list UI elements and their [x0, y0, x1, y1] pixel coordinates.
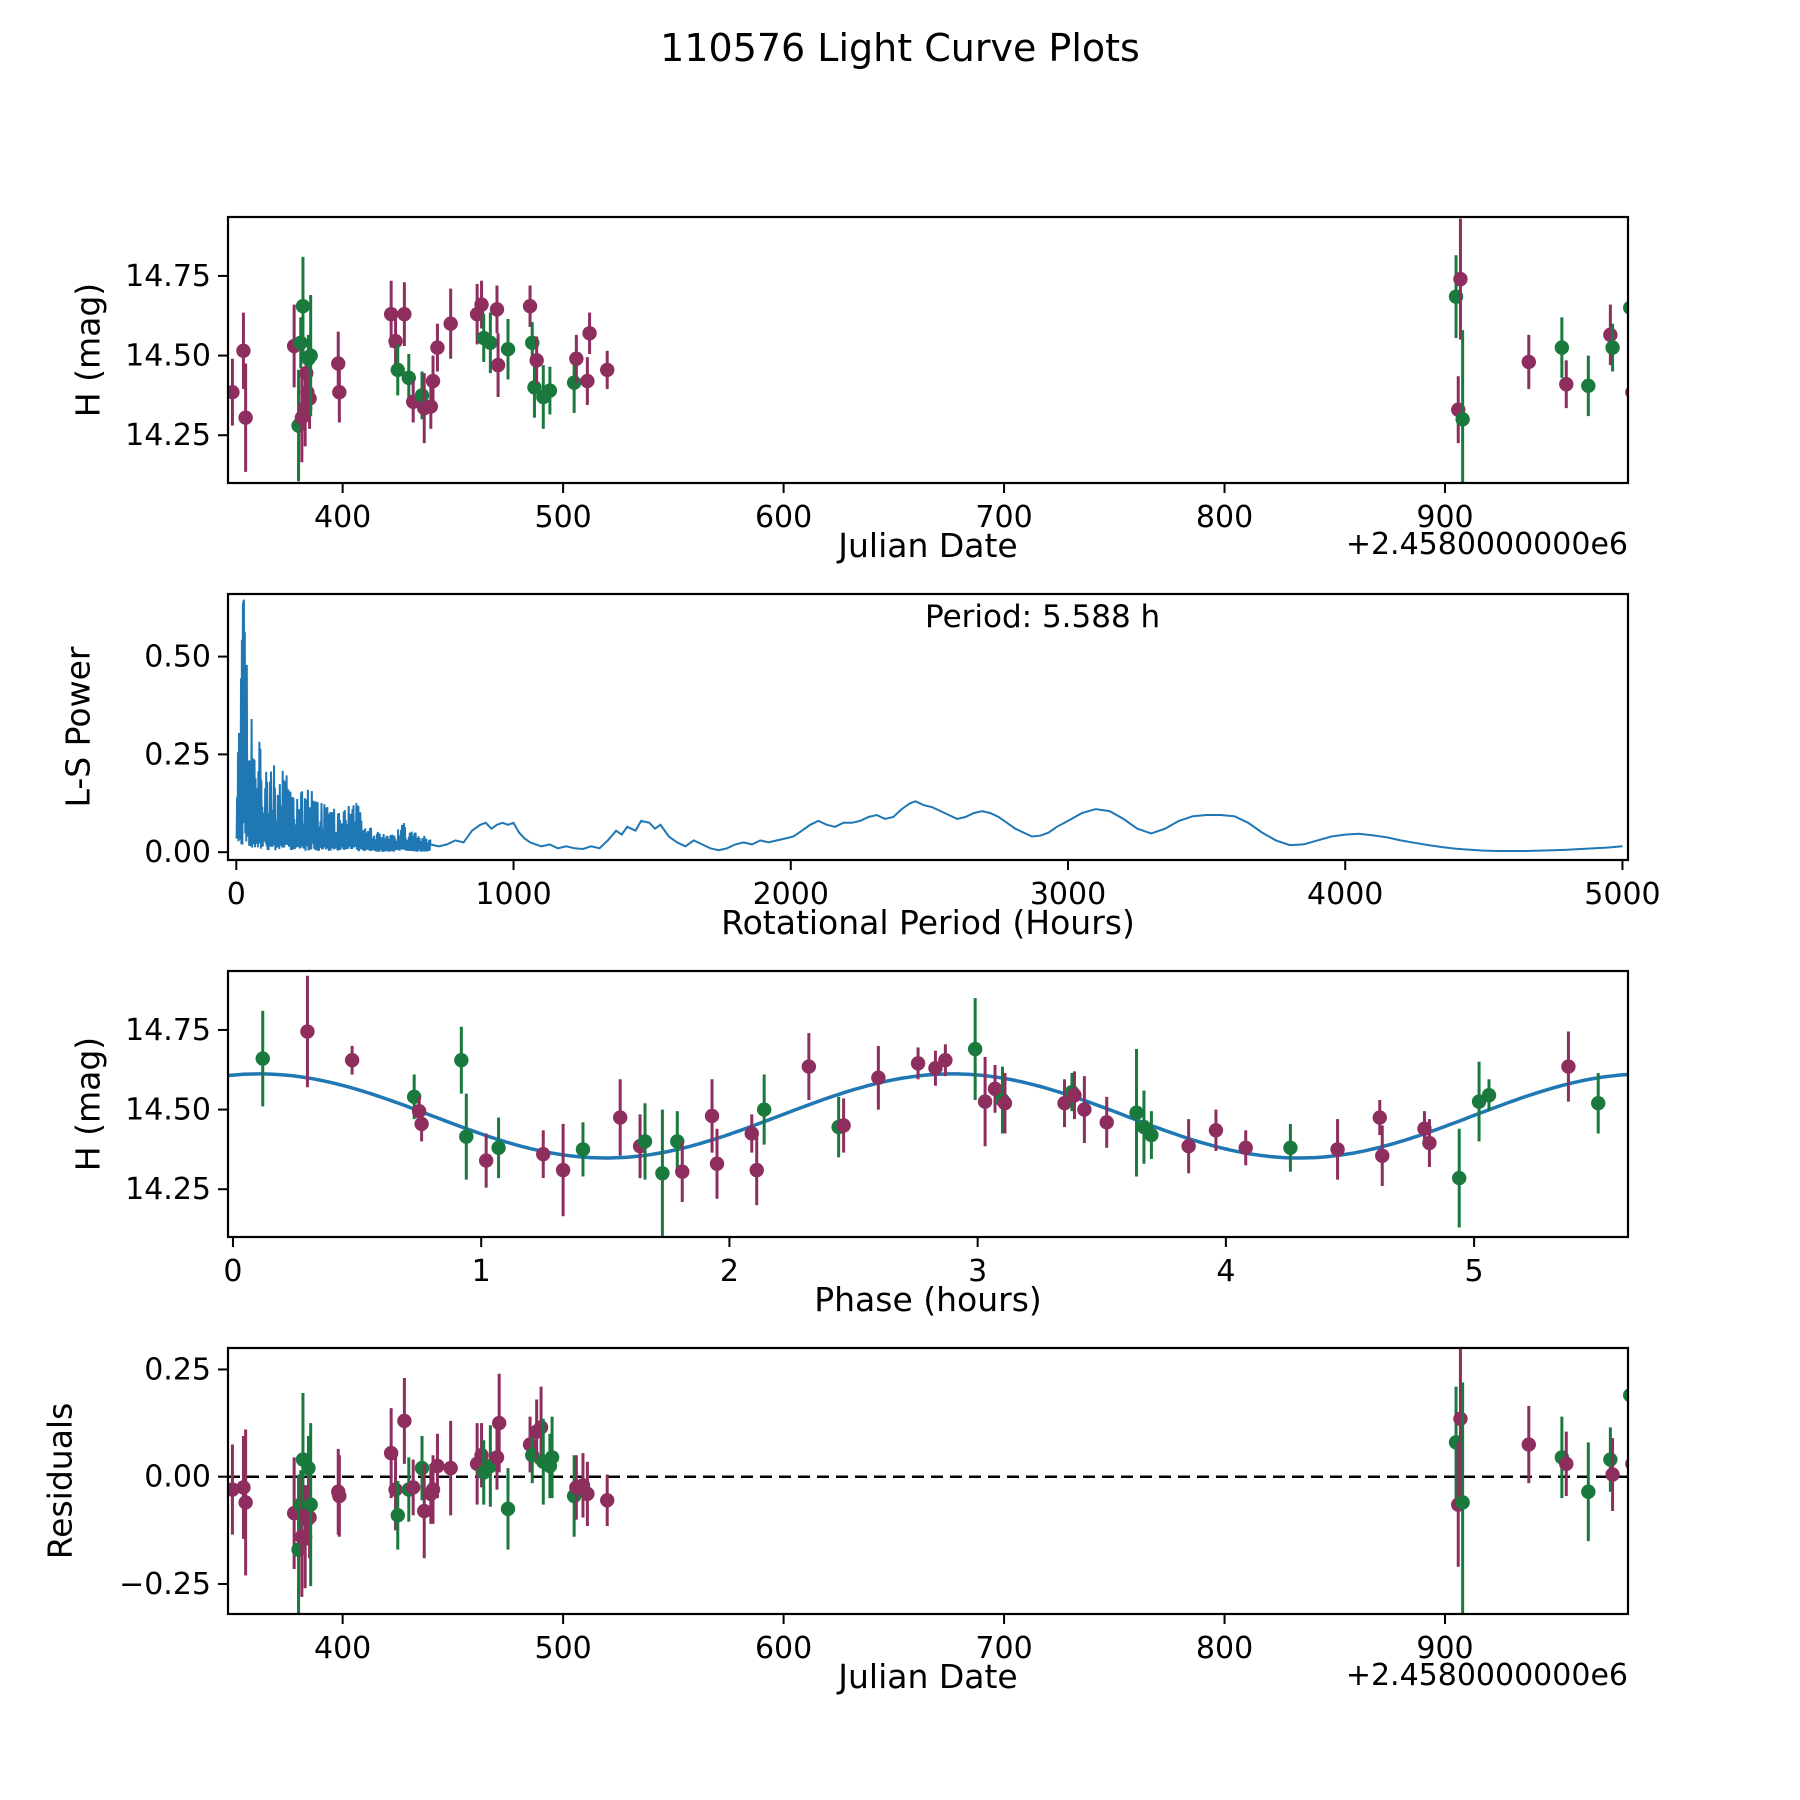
periodogram-axes: 0 1000 2000 3000 4000 5000 0.00 0.25 0.50	[144, 592, 1661, 912]
periodogram-ytick-label: 0.00	[144, 835, 211, 870]
residuals-ytick-label: 0.25	[144, 1352, 211, 1387]
phase-ytick-label: 14.25	[125, 1172, 211, 1207]
periodogram-xtick-label: 3000	[1030, 877, 1106, 912]
period-annotation: Period: 5.588 h	[925, 599, 1161, 635]
periodogram-xtick-label: 0	[227, 877, 246, 912]
periodogram-xtick-label: 1000	[475, 877, 551, 912]
lightcurve-axis-offset: +2.4580000000e6	[1345, 527, 1628, 562]
residuals-axis-offset: +2.4580000000e6	[1345, 1658, 1628, 1693]
phase-ytick-label: 14.75	[125, 1013, 211, 1048]
residuals-xtick-label: 700	[975, 1631, 1032, 1666]
residuals-xtick-label: 900	[1416, 1631, 1473, 1666]
lightcurve-xtick-label: 400	[314, 500, 371, 535]
periodogram-xtick-label: 5000	[1584, 877, 1660, 912]
lightcurve-ytick-label: 14.25	[125, 418, 211, 453]
phase-xtick-label: 2	[720, 1254, 739, 1289]
lightcurve-ylabel: H (mag)	[68, 282, 108, 418]
lightcurve-xtick-label: 700	[975, 500, 1032, 535]
lightcurve-ytick-label: 14.75	[125, 259, 211, 294]
lightcurve-ytick-label: 14.50	[125, 339, 211, 374]
periodogram-line	[235, 599, 1623, 852]
residuals-xtick-label: 500	[534, 1631, 591, 1666]
lightcurve-points	[228, 218, 1628, 483]
phase-ytick-label: 14.50	[125, 1093, 211, 1128]
phase-xtick-label: 4	[1216, 1254, 1235, 1289]
phase-xtick-label: 3	[968, 1254, 987, 1289]
phase-ylabel: H (mag)	[68, 1036, 108, 1172]
lightcurve-xtick-label: 600	[755, 500, 812, 535]
periodogram-xtick-label: 2000	[753, 877, 829, 912]
residuals-ytick-label: −0.25	[119, 1567, 211, 1602]
residuals-ytick-label: 0.00	[144, 1460, 211, 1495]
lightcurve-axes: 400 500 600 700 800 900 14.25 14.50 14.75	[125, 215, 1630, 535]
periodogram-ytick-label: 0.25	[144, 737, 211, 772]
phase-xtick-label: 1	[472, 1254, 491, 1289]
periodogram-xtick-label: 4000	[1307, 877, 1383, 912]
residuals-xlabel: Julian Date	[838, 1657, 1018, 1696]
periodogram-ytick-label: 0.50	[144, 640, 211, 675]
periodogram-xlabel: Rotational Period (Hours)	[721, 903, 1135, 942]
phase-points	[255, 975, 1606, 1237]
lightcurve-xtick-label: 900	[1416, 500, 1473, 535]
phase-xlabel: Phase (hours)	[814, 1280, 1042, 1319]
figure-title: 110576 Light Curve Plots	[660, 26, 1140, 70]
residuals-xtick-label: 600	[755, 1631, 812, 1666]
residuals-points	[228, 1348, 1628, 1614]
phase-xtick-label: 5	[1465, 1254, 1484, 1289]
lightcurve-xtick-label: 800	[1196, 500, 1253, 535]
residuals-xtick-label: 800	[1196, 1631, 1253, 1666]
residuals-ylabel: Residuals	[40, 1402, 80, 1560]
residuals-axes: 400 500 600 700 800 900 −0.25 0.00 0.25	[119, 1346, 1630, 1666]
residuals-xtick-label: 400	[314, 1631, 371, 1666]
phase-fit-curve	[228, 1072, 1628, 1160]
lightcurve-xtick-label: 500	[534, 500, 591, 535]
lightcurve-xlabel: Julian Date	[838, 526, 1018, 565]
phase-xtick-label: 0	[223, 1254, 242, 1289]
phase-axes: 0 1 2 3 4 5 14.25 14.50 14.75	[125, 969, 1630, 1289]
periodogram-ylabel: L-S Power	[58, 646, 98, 808]
